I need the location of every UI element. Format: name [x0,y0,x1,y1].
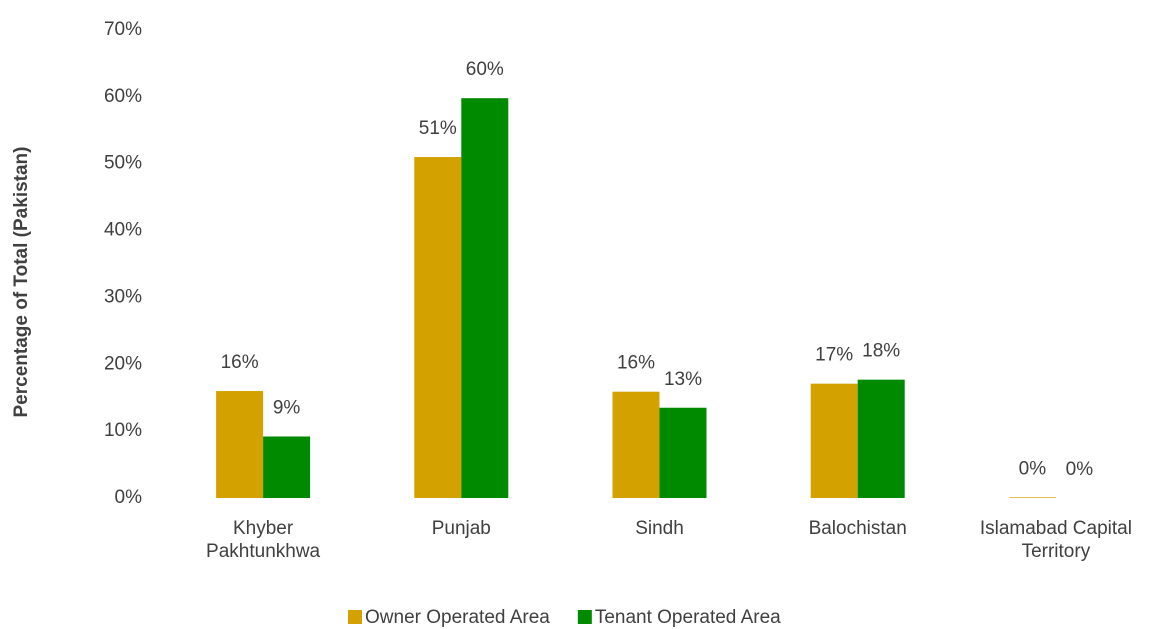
bar [461,98,509,499]
bar [263,436,311,498]
legend-label: Tenant Operated Area [595,607,781,628]
x-tick-label: Punjab [431,518,491,539]
y-tick-label: 50% [104,153,142,174]
bar [659,407,707,498]
bar [810,383,858,498]
y-tick-label: 70% [104,19,142,40]
legend-swatch [348,610,362,624]
legend-label: Owner Operated Area [365,607,550,628]
data-label: 17% [815,345,853,366]
y-tick-label: 20% [104,353,142,374]
y-tick-label: 30% [104,286,142,307]
data-label: 60% [466,59,504,80]
x-tick-label: Balochistan [808,518,907,539]
x-tick-label: Sindh [635,518,684,539]
legend-swatch [577,610,592,624]
bar [414,157,462,498]
data-label: 13% [664,369,702,390]
bar [612,391,660,498]
y-tick-label: 40% [104,220,142,241]
y-tick-label: 60% [104,86,142,107]
bar [216,391,264,498]
x-tick-label: Islamabad Capital Territory [979,518,1132,562]
data-label: 16% [617,353,655,374]
bar [1008,497,1056,498]
y-axis-label: Percentage of Total (Pakistan) [11,147,32,418]
y-tick-label: 10% [104,420,142,441]
data-label: 0% [1066,459,1094,480]
data-label: 51% [419,118,457,139]
bar [857,379,905,498]
data-label: 9% [273,398,301,419]
y-tick-label: 0% [115,487,143,508]
data-label: 0% [1019,458,1047,479]
data-label: 18% [862,341,900,362]
x-tick-label: Khyber Pakhtunkhwa [206,518,321,562]
data-label: 16% [221,352,259,373]
